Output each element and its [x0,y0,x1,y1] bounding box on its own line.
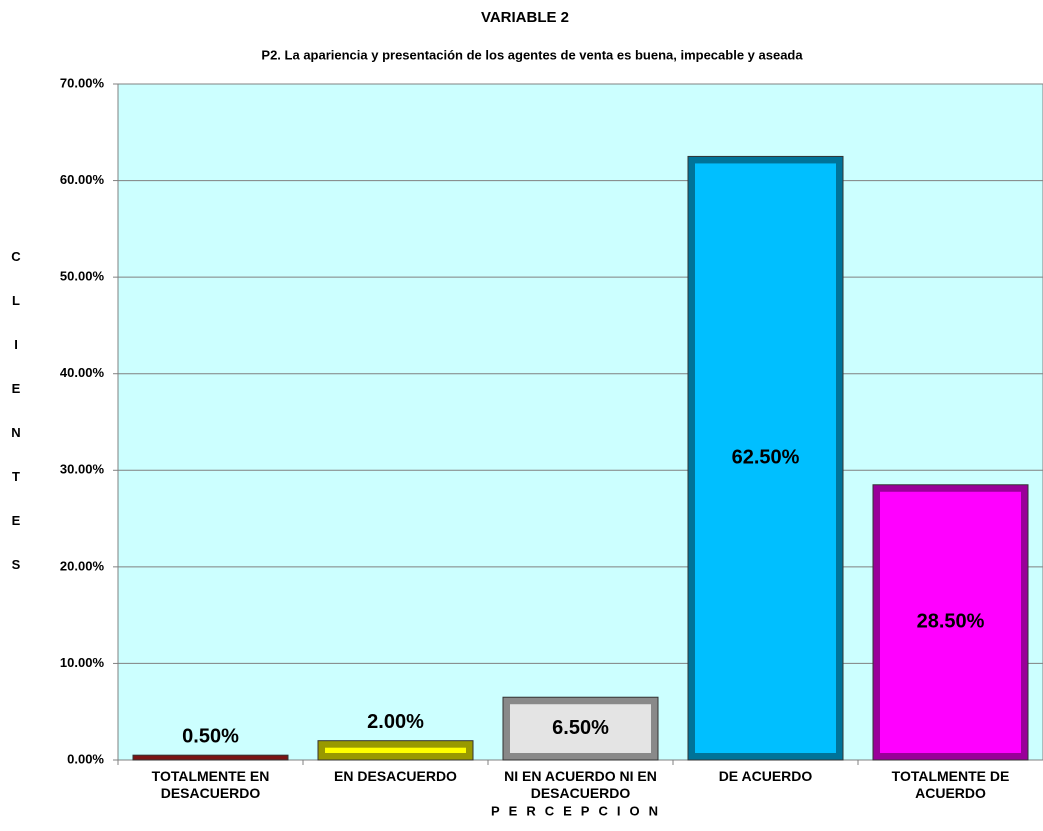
x-tick-label: TOTALMENTE DE ACUERDO [891,768,1010,801]
y-tick-label: 50.00% [60,269,105,284]
chart-title: VARIABLE 2 [481,9,569,26]
y-tick-label: 30.00% [60,462,105,477]
value-label: 6.50% [552,717,609,739]
y-tick-label: 20.00% [60,558,105,573]
value-label: 28.50% [917,611,985,633]
x-tick-label: EN DESACUERDO [334,768,457,784]
bar-face [880,491,1021,753]
y-tick-label: 40.00% [60,365,105,380]
x-tick-label: TOTALMENTE EN DESACUERDO [151,768,270,801]
chart-subtitle: P2. La apariencia y presentación de los … [261,47,803,62]
bar-face [695,163,836,753]
value-label: 2.00% [367,711,424,733]
x-axis-label: PERCEPCION [491,803,667,818]
value-label: 62.50% [732,446,800,468]
x-tick-label: DE ACUERDO [718,768,813,784]
bar-face [510,704,651,753]
y-tick-label: 70.00% [60,75,105,90]
x-tick-label: NI EN ACUERDO NI EN DESACUERDO [504,768,657,801]
y-tick-label: 0.00% [67,751,104,766]
y-tick-label: 60.00% [60,172,105,187]
bar [132,754,289,761]
value-label: 0.50% [182,725,239,747]
y-tick-label: 10.00% [60,655,105,670]
bar-face [325,747,466,753]
